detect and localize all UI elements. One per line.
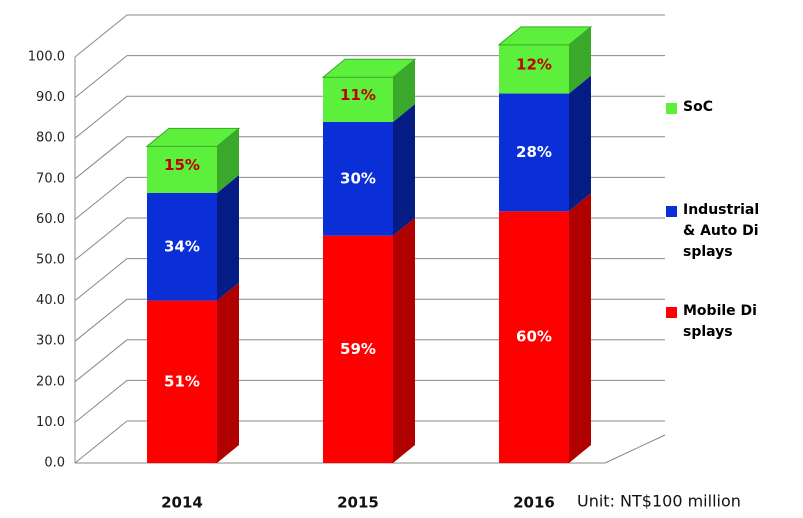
bar-side [393,218,415,463]
legend-label: Industrial & Auto Displays [683,200,761,263]
x-tick-label: 2016 [513,494,555,512]
legend-label: Mobile Displays [683,301,761,343]
x-tick-label: 2015 [337,494,379,512]
bar-label: 51% [164,372,200,390]
bar-label: 34% [164,237,200,255]
bar-label: 28% [516,143,552,161]
y-tick-label: 0.0 [44,456,65,471]
floor-right [605,435,665,463]
y-tick-label: 10.0 [36,415,65,430]
legend-item: SoC [666,100,761,118]
bar-label: 12% [516,56,552,74]
bar-label: 30% [340,169,376,187]
y-tick-label: 50.0 [36,253,65,268]
y-tick-label: 40.0 [36,293,65,308]
bar-side [569,193,591,463]
bar-label: 60% [516,328,552,346]
bar-label: 11% [340,86,376,104]
bar-label: 15% [164,156,200,174]
x-tick-label: 2014 [161,494,203,512]
bar-side [569,76,591,212]
y-tick-label: 70.0 [36,171,65,186]
bar-side [393,104,415,236]
legend-item: Mobile Displays [666,304,761,343]
legend-item: Industrial & Auto Displays [666,203,761,263]
y-tick-label: 20.0 [36,374,65,389]
y-tick-label: 60.0 [36,212,65,227]
legend-label: SoC [683,97,761,118]
y-tick-label: 90.0 [36,90,65,105]
legend-swatch [666,307,677,318]
y-tick-label: 80.0 [36,131,65,146]
bar-side [217,283,239,463]
y-tick-label: 100.0 [28,50,65,65]
legend-swatch [666,103,677,114]
unit-note: Unit: NT$100 million [577,492,741,511]
bar-label: 59% [340,340,376,358]
bar-side [217,175,239,301]
legend-swatch [666,206,677,217]
y-tick-label: 30.0 [36,334,65,349]
